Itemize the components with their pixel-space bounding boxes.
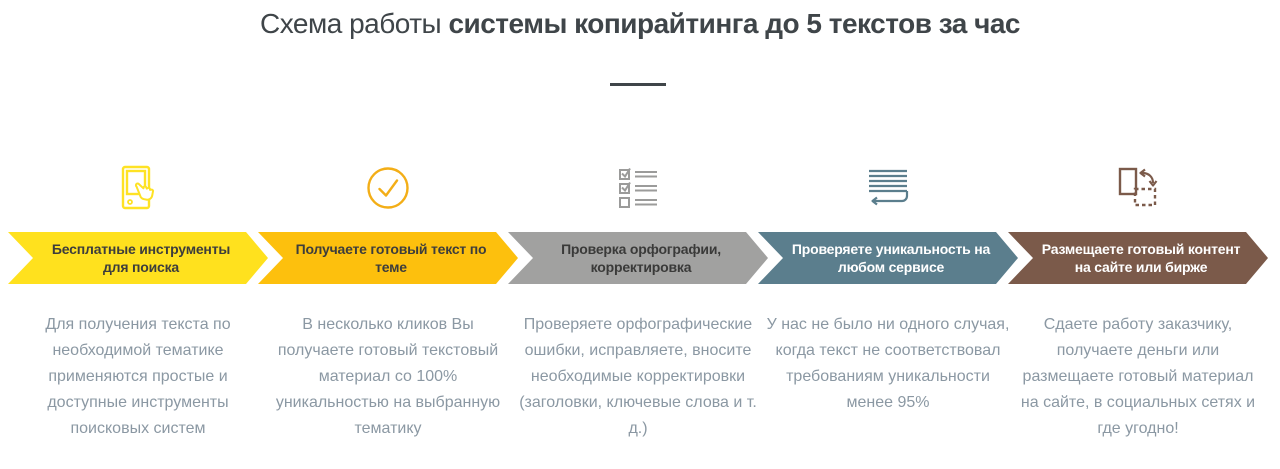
step-2-banner: Получаете готовый текст по теме — [258, 232, 518, 284]
check-circle-icon — [367, 167, 409, 209]
text-lines-return-icon — [869, 169, 909, 206]
step-3-icon-box — [612, 162, 664, 214]
page-title: Схема работы системы копирайтинга до 5 т… — [0, 8, 1280, 40]
checklist-icon — [619, 167, 657, 208]
step-5-banner: Размещаете готовый контент на сайте или … — [1008, 232, 1268, 284]
step-5-icon-box — [1112, 162, 1164, 214]
title-divider — [610, 83, 666, 86]
step-1-description: Для получения текста по необходимой тема… — [45, 316, 231, 437]
page-title-bold: системы копирайтинга до 5 текстов за час — [448, 8, 1020, 39]
step-4-icon-box — [862, 162, 914, 214]
tablet-touch-icon — [121, 165, 155, 210]
page-title-light: Схема работы — [260, 8, 449, 39]
step-5-description: Сдаете работу заказчику, получаете деньг… — [1020, 316, 1256, 437]
step-3-banner: Проверка орфографии, корректировка — [508, 232, 768, 284]
step-2-icon-box — [362, 162, 414, 214]
step-1-icon-box — [112, 162, 164, 214]
step-3-description: Проверяете орфографические ошибки, испра… — [519, 316, 757, 437]
step-1-banner: Бесплатные инструменты для поиска — [8, 232, 268, 284]
move-content-icon — [1118, 167, 1158, 207]
step-4-banner: Проверяете уникальность на любом сервисе — [758, 232, 1018, 284]
step-4-description: У нас не было ни одного случая, когда те… — [766, 316, 1010, 411]
step-2-description: В несколько кликов Вы получаете готовый … — [275, 316, 501, 437]
